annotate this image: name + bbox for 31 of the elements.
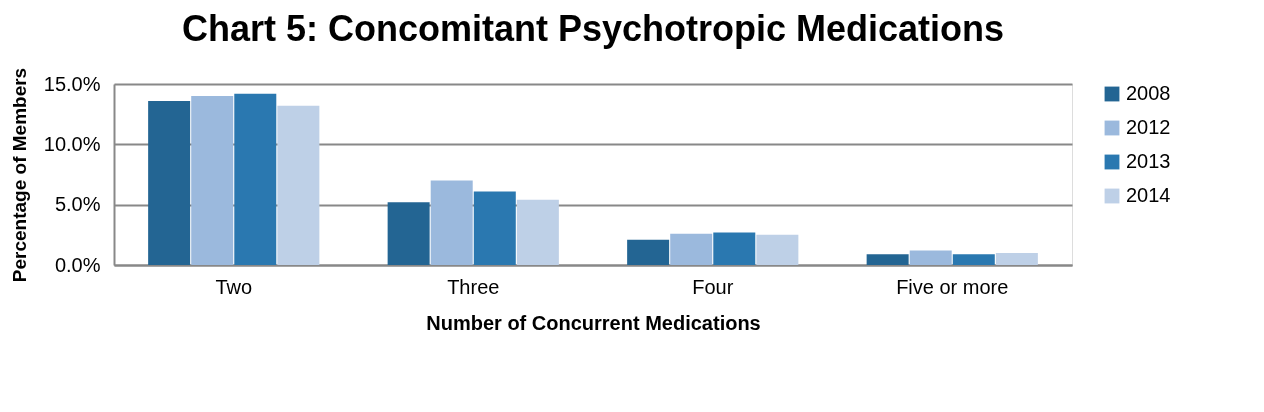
x-tick-label: Two (215, 275, 253, 298)
legend-label: 2008 (1126, 82, 1171, 104)
legend-label: 2013 (1126, 150, 1171, 172)
bar (952, 254, 995, 265)
bar (473, 191, 516, 265)
y-tick-label: 10.0% (43, 132, 101, 155)
bar (627, 239, 670, 265)
bar (148, 100, 191, 265)
x-tick-label: Four (692, 275, 734, 298)
y-tick-label: 5.0% (54, 193, 101, 216)
bar (516, 199, 559, 265)
bar (909, 250, 952, 265)
bar (430, 180, 473, 265)
x-tick-label: Five or more (896, 275, 1009, 298)
bar (995, 252, 1038, 265)
bar (670, 233, 713, 265)
legend-label: 2012 (1126, 116, 1171, 138)
legend-label: 2014 (1126, 184, 1171, 206)
bar (387, 202, 430, 265)
chart-title: Chart 5: Concomitant Psychotropic Medications (181, 8, 1005, 50)
y-tick-label: 0.0% (54, 253, 101, 276)
bar (191, 96, 234, 265)
bar (234, 93, 277, 265)
bar (866, 254, 909, 265)
x-axis-title: Number of Concurrent Medications (426, 311, 761, 334)
x-tick-label: Three (447, 275, 500, 298)
bar (277, 105, 320, 265)
y-tick-label: 15.0% (43, 72, 101, 95)
bar (756, 234, 799, 265)
bar (713, 232, 756, 265)
y-axis-title: Percentage of Members (8, 67, 30, 283)
